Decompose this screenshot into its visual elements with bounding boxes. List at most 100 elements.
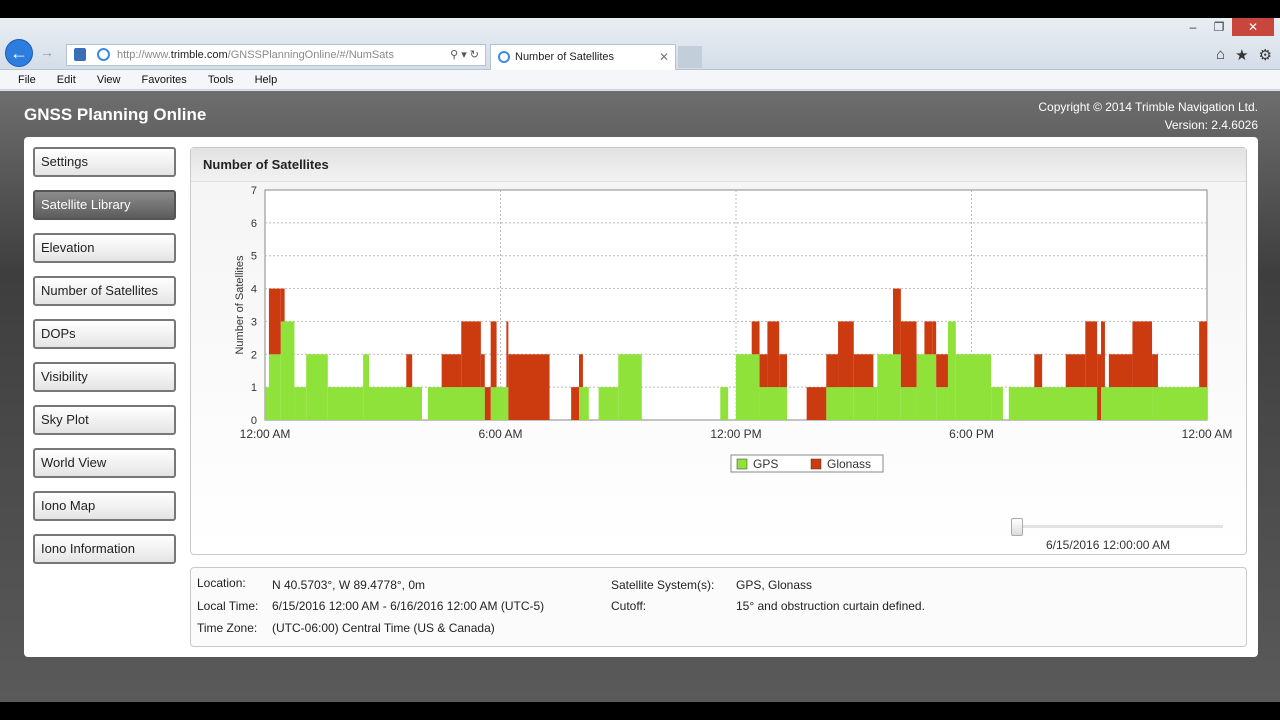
gps-bar [598, 387, 619, 420]
search-icon[interactable]: ⚲ [450, 49, 459, 61]
sidebar-item-number-of-satellites[interactable]: Number of Satellites [33, 276, 176, 306]
glonass-bar [490, 321, 497, 388]
x-tick-label: 12:00 AM [1182, 427, 1233, 441]
glonass-bar [1034, 354, 1043, 388]
time-slider-thumb[interactable] [1011, 518, 1023, 536]
legend-box [730, 454, 884, 473]
glonass-bar [900, 321, 917, 388]
glonass-bar [1199, 321, 1207, 388]
y-tick-label: 1 [251, 382, 257, 394]
sidebar-item-dops[interactable]: DOPs [33, 319, 176, 349]
gps-bar [490, 387, 509, 420]
glonass-bar [1132, 321, 1153, 388]
glonass-bar [1065, 354, 1086, 388]
gps-bar [826, 387, 854, 420]
gps-bar [1008, 387, 1050, 420]
legend-label-gps: GPS [753, 457, 778, 471]
menu-tools[interactable]: Tools [207, 74, 234, 86]
copyright-text: Copyright © 2014 Trimble Navigation Ltd. [1038, 100, 1258, 114]
sidebar-item-world-view[interactable]: World View [33, 448, 176, 478]
menu-edit[interactable]: Edit [56, 74, 76, 86]
y-tick-label: 5 [251, 251, 257, 263]
forward-arrow-icon[interactable]: → [40, 44, 54, 60]
gps-bar [900, 387, 917, 420]
gps-bar [265, 387, 269, 420]
gps-bar [720, 387, 729, 420]
glonass-bar [441, 354, 462, 388]
glonass-bar [1085, 321, 1098, 388]
y-tick-label: 7 [251, 185, 257, 197]
app-panel: Settings Satellite Library Elevation Num… [24, 137, 1258, 657]
chart-panel: Number of Satellites 0 1 2 3 4 5 6 7 12:00 AM 6:0… [190, 147, 1247, 555]
tab-close-icon[interactable]: ✕ [658, 50, 669, 64]
y-tick-label: 6 [251, 218, 257, 230]
gps-bar [853, 387, 878, 420]
menu-bar: File Edit View Favorites Tools Help [0, 70, 1280, 90]
address-bar[interactable]: http://www.trimble.com/GNSSPlanningOnlin… [66, 44, 486, 66]
menu-help[interactable]: Help [254, 74, 278, 86]
gps-bar [579, 387, 589, 420]
glonass-bar [1152, 354, 1158, 388]
glonass-bar [1097, 354, 1102, 420]
glonass-bar [484, 387, 491, 420]
glonass-bar [1101, 321, 1105, 388]
cutoff-value: 15° and obstruction curtain defined. [736, 599, 925, 613]
gps-bar [363, 354, 370, 420]
glonass-bar [571, 387, 579, 420]
new-tab-button[interactable] [678, 46, 702, 68]
gps-bar [759, 387, 788, 420]
legend-swatch-gps [736, 458, 748, 470]
favorites-star-icon[interactable]: ★ [1235, 47, 1249, 64]
time-slider-label: 6/15/2016 12:00:00 AM [1046, 538, 1171, 552]
browser-window: – ❐ ✕ ← → http://www.trimble.com/GNSSPla… [0, 18, 1280, 702]
gnss-app: GNSS Planning Online Copyright © 2014 Tr… [0, 91, 1280, 702]
version-text: Version: 2.4.6026 [1164, 118, 1258, 132]
gps-bar [736, 354, 760, 420]
close-window-icon[interactable]: ✕ [1232, 18, 1274, 36]
glonass-bar [779, 354, 788, 388]
settings-gear-icon[interactable]: ⚙ [1258, 47, 1272, 64]
gps-bar [268, 354, 281, 420]
minimize-icon[interactable]: – [1189, 20, 1197, 34]
time-slider-track[interactable] [1013, 525, 1223, 528]
sidebar-item-settings[interactable]: Settings [33, 147, 176, 177]
app-title: GNSS Planning Online [24, 105, 207, 124]
gps-bar [936, 387, 948, 420]
menu-favorites[interactable]: Favorites [141, 74, 187, 86]
gps-bar [1152, 387, 1207, 420]
gps-bar [427, 387, 485, 420]
sidebar-item-sky-plot[interactable]: Sky Plot [33, 405, 176, 435]
glonass-bar [826, 354, 839, 388]
copyright-block: Copyright © 2014 Trimble Navigation Ltd.… [1038, 98, 1258, 134]
sidebar-item-iono-information[interactable]: Iono Information [33, 534, 176, 564]
address-path: /GNSSPlanningOnline/#/NumSats [227, 49, 394, 61]
y-tick-label: 0 [251, 415, 257, 427]
legend-label-glonass: Glonass [827, 457, 871, 471]
location-label: Location: [197, 576, 246, 590]
sidebar-item-satellite-library[interactable]: Satellite Library [33, 190, 176, 220]
satellite-systems-value: GPS, Glonass [736, 578, 813, 592]
gps-bar [947, 321, 956, 420]
gps-bar [618, 354, 642, 420]
glonass-bar [759, 354, 768, 388]
gps-bar [294, 387, 307, 420]
tab-number-of-satellites[interactable]: Number of Satellites ✕ [490, 44, 676, 70]
browser-toolbar: – ❐ ✕ ← → http://www.trimble.com/GNSSPla… [0, 18, 1280, 70]
glonass-bar [893, 288, 901, 355]
refresh-icon[interactable]: ↻ [469, 49, 479, 61]
glonass-bar [406, 354, 413, 388]
menu-file[interactable]: File [18, 74, 36, 86]
address-bar-tools: ⚲ ▾ ↻ [450, 45, 479, 65]
dropdown-icon[interactable]: ▾ [461, 49, 467, 61]
sidebar-item-iono-map[interactable]: Iono Map [33, 491, 176, 521]
back-arrow-icon[interactable]: ← [5, 39, 33, 67]
panel-title: Number of Satellites [191, 148, 1246, 182]
sidebar-item-elevation[interactable]: Elevation [33, 233, 176, 263]
page-favicon-icon [97, 48, 110, 61]
menu-view[interactable]: View [96, 74, 121, 86]
restore-icon[interactable]: ❐ [1213, 20, 1225, 34]
home-icon[interactable]: ⌂ [1216, 46, 1226, 63]
glonass-bar [806, 387, 827, 420]
y-tick-label: 4 [251, 284, 257, 296]
sidebar-item-visibility[interactable]: Visibility [33, 362, 176, 392]
